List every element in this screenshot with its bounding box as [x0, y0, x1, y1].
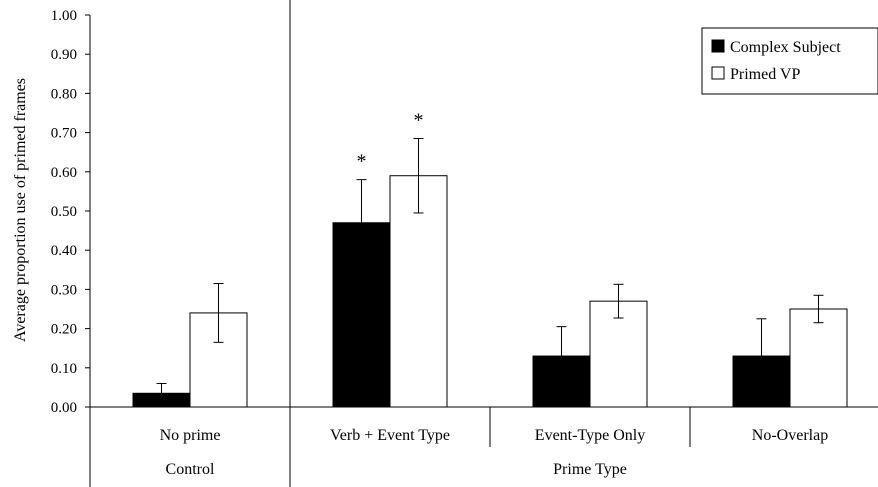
- bar-primed-vp: [589, 300, 648, 408]
- y-tick-label: 0.40: [51, 243, 77, 259]
- y-tick-label: 0.70: [51, 126, 77, 142]
- y-tick-label: 0.50: [51, 204, 77, 220]
- y-tick-label: 0.10: [51, 361, 77, 377]
- legend-box: [701, 27, 878, 95]
- legend-swatch: [711, 66, 725, 80]
- bar-primed-vp: [389, 175, 448, 408]
- legend-label: Primed VP: [730, 66, 800, 83]
- y-tick-label: 1.00: [51, 8, 77, 24]
- y-tick-label: 0.20: [51, 322, 77, 338]
- category-label: Verb + Event Type: [330, 427, 450, 444]
- significance-marker: *: [414, 109, 424, 131]
- y-tick-label: 0.30: [51, 282, 77, 298]
- plot-area: 0.00 0.10 0.20 0.30 0.40 0.50 0.60 0.70 0.80 0.90…: [51, 0, 878, 487]
- y-tick-label: 0.60: [51, 165, 77, 181]
- group-label: Control: [166, 461, 215, 478]
- legend-swatch: [711, 39, 725, 53]
- category-label: No-Overlap: [752, 427, 828, 444]
- y-tick-label: 0.90: [51, 47, 77, 63]
- significance-marker: *: [357, 151, 367, 173]
- category-label: No prime: [160, 427, 221, 444]
- legend: Complex Subject Primed VP: [701, 27, 878, 95]
- y-tick-label: 0.00: [51, 400, 77, 416]
- y-axis-label: Average proportion use of primed frames: [12, 78, 29, 342]
- y-tick-label: 0.80: [51, 86, 77, 102]
- category-label: Event-Type Only: [535, 427, 645, 444]
- legend-label: Complex Subject: [730, 39, 841, 56]
- group-label: Prime Type: [553, 461, 627, 478]
- bar-primed-vp: [789, 308, 848, 408]
